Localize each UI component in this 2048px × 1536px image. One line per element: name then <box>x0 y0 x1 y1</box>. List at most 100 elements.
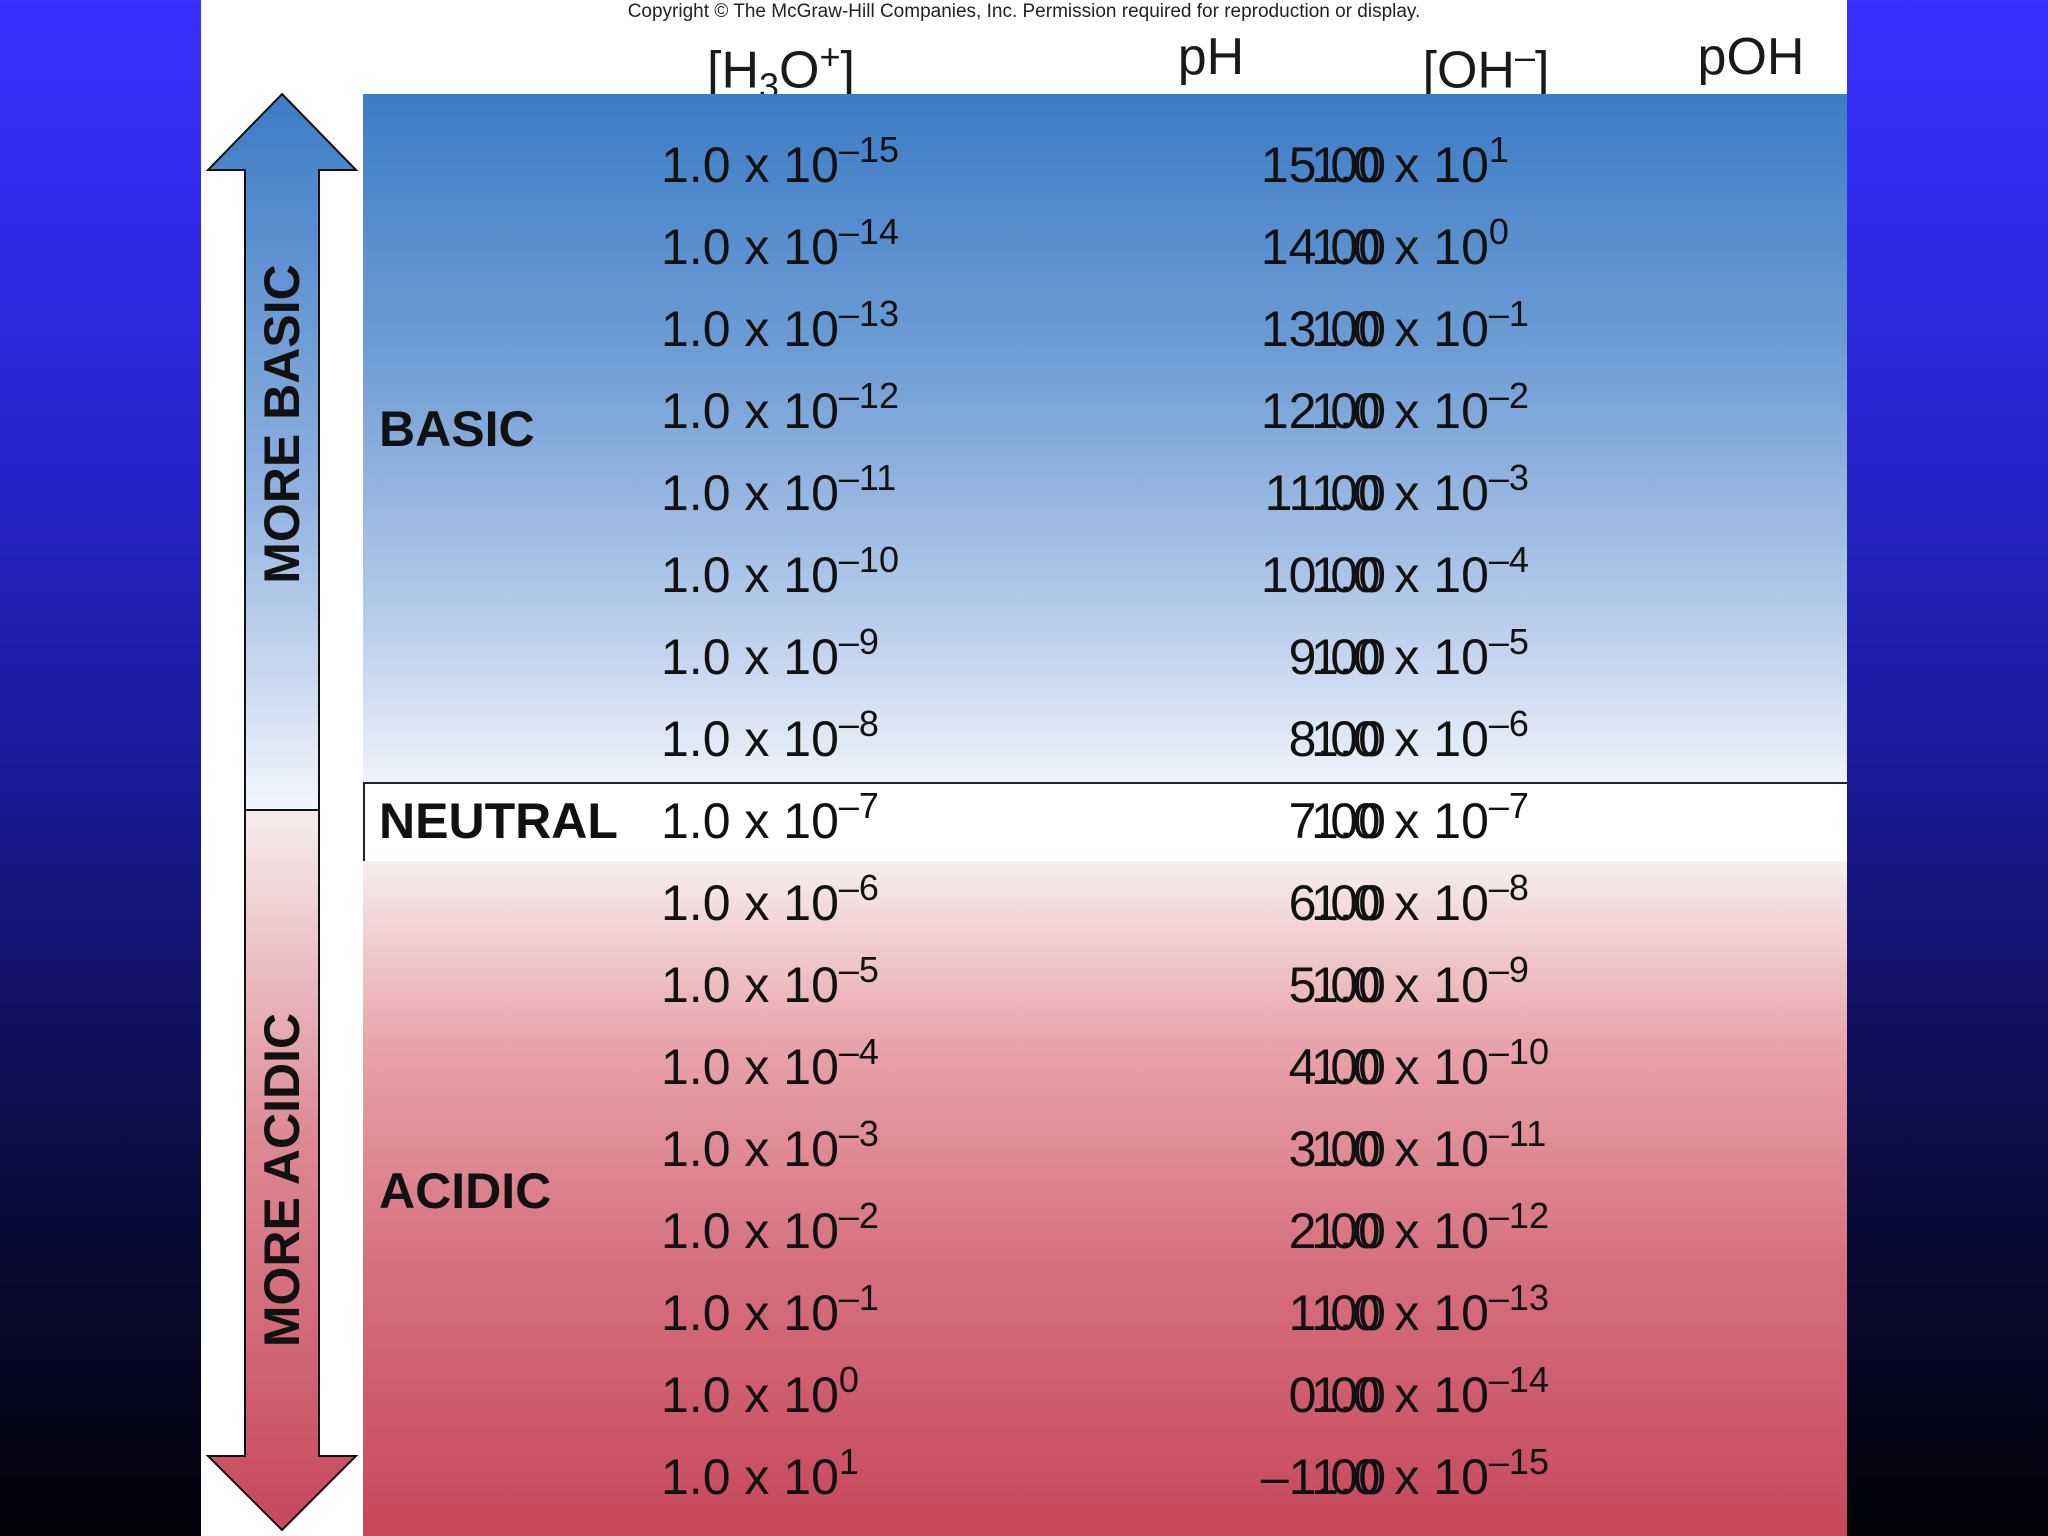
ph-value: 10.00 <box>1260 547 1386 603</box>
table-row: 1.0 x 10–13 13.001.0 x 10–1 1.00 <box>201 288 1847 370</box>
h3o-value: 1.0 x 10–3 <box>661 1113 879 1177</box>
poh-value: 7.00 <box>1581 780 1847 862</box>
table-row: 1.0 x 10–5 5.001.0 x 10–9 9.00 <box>201 944 1847 1026</box>
h3o-value: 1.0 x 10–6 <box>661 867 879 931</box>
double-arrow-icon <box>205 92 359 1532</box>
basic-label: BASIC <box>379 401 535 457</box>
table-row: 1.0 x 10–14 14.001.0 x 100 0.00 <box>201 206 1847 288</box>
poh-value: 6.00 <box>1581 698 1847 780</box>
ph-value: 15.00 <box>1260 137 1386 193</box>
ph-value: 12.00 <box>1260 383 1386 439</box>
poh-value: 10.00 <box>1581 1026 1847 1108</box>
oh-value: 1.0 x 10–12 <box>1311 1195 1549 1259</box>
h3o-value: 1.0 x 10–12 <box>661 375 899 439</box>
ph-value: 5.00 <box>1288 957 1386 1013</box>
h3o-value: 1.0 x 10–11 <box>661 457 897 521</box>
h3o-value: 1.0 x 10–5 <box>661 949 879 1013</box>
header-poh: pOH <box>1697 28 1805 86</box>
oh-value: 1.0 x 10–10 <box>1311 1031 1549 1095</box>
header-ph: pH <box>1177 28 1245 86</box>
oh-value: 1.0 x 10–13 <box>1311 1277 1549 1341</box>
oh-value: 1.0 x 10–1 <box>1311 293 1529 357</box>
oh-value: 1.0 x 10–4 <box>1311 539 1529 603</box>
table-row: 1.0 x 10–10 10.001.0 x 10–4 4.00 <box>201 534 1847 616</box>
oh-value: 1.0 x 10–2 <box>1311 375 1529 439</box>
poh-value: 13.00 <box>1581 1272 1847 1354</box>
oh-value: 1.0 x 10–5 <box>1311 621 1529 685</box>
oh-value: 1.0 x 10–6 <box>1311 703 1529 767</box>
ph-value: –1.00 <box>1260 1449 1386 1505</box>
poh-value: 14.00 <box>1581 1354 1847 1436</box>
header-h3o: [H3O+] <box>707 36 855 107</box>
poh-value: 3.00 <box>1581 452 1847 534</box>
ph-value: 1.00 <box>1288 1285 1386 1341</box>
oh-value: 1.0 x 10–9 <box>1311 949 1529 1013</box>
poh-value: 0.00 <box>1581 206 1847 288</box>
ph-value: 6.00 <box>1288 875 1386 931</box>
ph-value: 4.00 <box>1288 1039 1386 1095</box>
oh-value: 1.0 x 100 <box>1311 211 1509 275</box>
ph-value: 3.00 <box>1288 1121 1386 1177</box>
h3o-value: 1.0 x 10–8 <box>661 703 879 767</box>
acidic-region <box>363 861 1847 1536</box>
basic-region <box>363 94 1847 782</box>
ph-value: 11.00 <box>1264 465 1386 521</box>
table-row: 1.0 x 10–1 1.001.0 x 10–13 13.00 <box>201 1272 1847 1354</box>
table-row: 1.0 x 10–2 2.001.0 x 10–12 12.00 <box>201 1190 1847 1272</box>
table-row: 1.0 x 10–15 15.001.0 x 101 –1.00 <box>201 124 1847 206</box>
poh-value: 4.00 <box>1581 534 1847 616</box>
h3o-value: 1.0 x 10–10 <box>661 539 899 603</box>
poh-value: 15.00 <box>1581 1436 1847 1518</box>
copyright-notice: Copyright © The McGraw-Hill Companies, I… <box>627 1 1421 22</box>
oh-value: 1.0 x 10–3 <box>1311 457 1529 521</box>
acidic-label: ACIDIC <box>379 1163 552 1219</box>
neutral-region <box>363 782 1847 863</box>
oh-value: 1.0 x 10–11 <box>1311 1113 1547 1177</box>
table-row: 1.0 x 100 0.001.0 x 10–14 14.00 <box>201 1354 1847 1436</box>
table-row: 1.0 x 10–3 3.001.0 x 10–11 11.00 <box>201 1108 1847 1190</box>
arrow-down-acidic <box>205 809 359 1532</box>
oh-value: 1.0 x 10–15 <box>1311 1441 1549 1505</box>
poh-value: 8.00 <box>1581 862 1847 944</box>
ph-value: 13.00 <box>1260 301 1386 357</box>
h3o-value: 1.0 x 100 <box>661 1359 859 1423</box>
table-row: 1.0 x 10–11 11.001.0 x 10–3 3.00 <box>201 452 1847 534</box>
ph-value: 0.00 <box>1288 1367 1386 1423</box>
h3o-value: 1.0 x 10–2 <box>661 1195 879 1259</box>
oh-value: 1.0 x 10–7 <box>1311 785 1529 849</box>
poh-value: 12.00 <box>1581 1190 1847 1272</box>
slide: Copyright © The McGraw-Hill Companies, I… <box>201 0 1847 1536</box>
h3o-value: 1.0 x 10–14 <box>661 211 899 275</box>
table-row: 1.0 x 10–9 9.001.0 x 10–5 5.00 <box>201 616 1847 698</box>
table-row: 1.0 x 101 –1.001.0 x 10–15 15.00 <box>201 1436 1847 1518</box>
neutral-label: NEUTRAL <box>379 793 618 849</box>
table-row: 1.0 x 10–77.001.0 x 10–77.00 <box>201 780 1847 862</box>
ph-value: 14.00 <box>1260 219 1386 275</box>
poh-value: –1.00 <box>1581 124 1847 206</box>
poh-value: 11.00 <box>1581 1108 1847 1190</box>
h3o-value: 1.0 x 10–15 <box>661 129 899 193</box>
poh-value: 2.00 <box>1581 370 1847 452</box>
ph-value: 8.00 <box>1288 711 1386 767</box>
poh-value: 9.00 <box>1581 944 1847 1026</box>
oh-value: 1.0 x 10–8 <box>1311 867 1529 931</box>
h3o-value: 1.0 x 10–4 <box>661 1031 879 1095</box>
ph-value: 9.00 <box>1288 629 1386 685</box>
poh-value: 1.00 <box>1581 288 1847 370</box>
oh-value: 1.0 x 10–14 <box>1311 1359 1549 1423</box>
h3o-value: 1.0 x 10–1 <box>661 1277 879 1341</box>
table-row: 1.0 x 10–6 6.001.0 x 10–8 8.00 <box>201 862 1847 944</box>
table-row: 1.0 x 10–12 12.001.0 x 10–2 2.00 <box>201 370 1847 452</box>
table-row: 1.0 x 10–8 8.001.0 x 10–6 6.00 <box>201 698 1847 780</box>
poh-value: 5.00 <box>1581 616 1847 698</box>
header-oh: [OH–] <box>1422 36 1550 100</box>
h3o-value: 1.0 x 101 <box>661 1441 859 1505</box>
h3o-value: 1.0 x 10–9 <box>661 621 879 685</box>
oh-value: 1.0 x 101 <box>1311 129 1509 193</box>
h3o-value: 1.0 x 10–13 <box>661 293 899 357</box>
table-row: 1.0 x 10–4 4.001.0 x 10–10 10.00 <box>201 1026 1847 1108</box>
ph-value: 2.00 <box>1288 1203 1386 1259</box>
h3o-value: 1.0 x 10–7 <box>661 785 879 849</box>
ph-value: 7.00 <box>1288 793 1386 849</box>
